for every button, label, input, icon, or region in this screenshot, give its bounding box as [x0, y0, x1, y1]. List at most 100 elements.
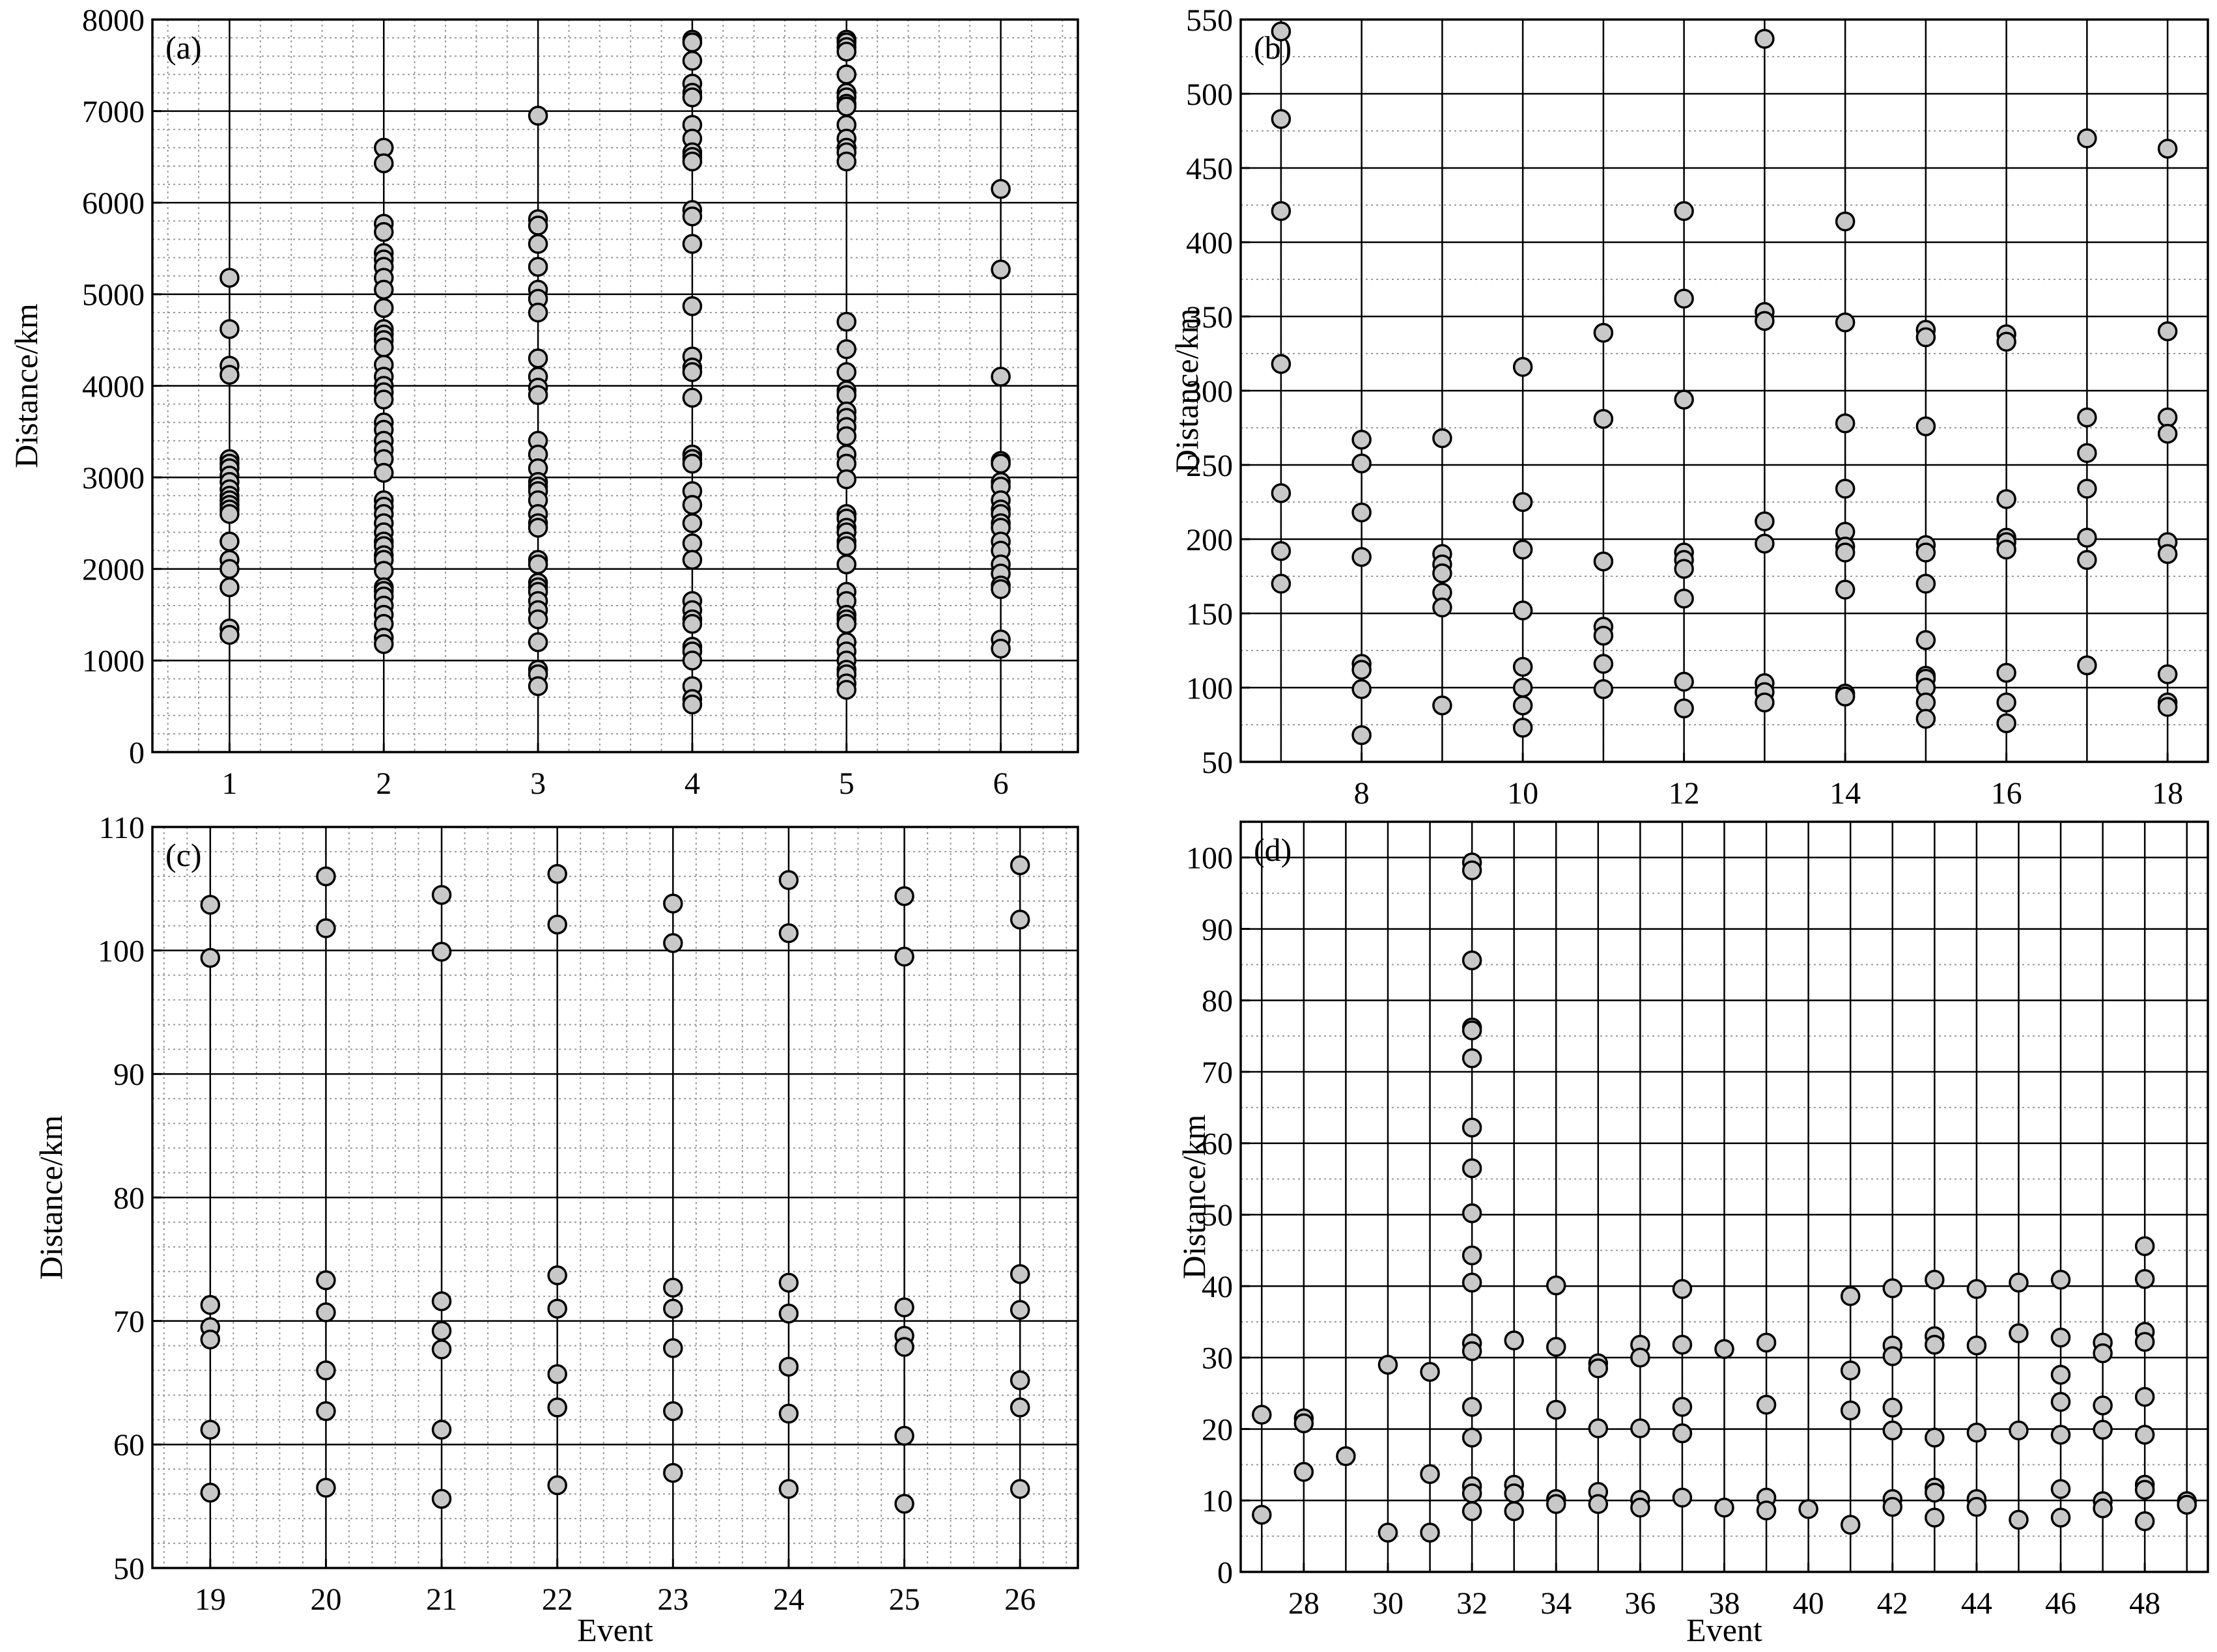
data-point — [1546, 1494, 1566, 1515]
data-point — [682, 533, 703, 553]
x-tick-label: 25 — [889, 1582, 920, 1617]
y-tick-label: 2000 — [82, 553, 145, 587]
data-point — [682, 694, 703, 715]
panel-2: 50 100 150 200 250 300 350 400 450 500 550 8 10 12 14 1… — [1168, 3, 2209, 811]
data-point — [1462, 1341, 1482, 1362]
x-tick-label: 26 — [1004, 1582, 1036, 1617]
data-point — [2134, 1332, 2155, 1352]
data-point — [1674, 559, 1694, 579]
x-axis-label: Event — [577, 1612, 653, 1648]
data-point — [2134, 1511, 2155, 1532]
ticks: 0 1000 2000 3000 4000 5000 6000 7000 8000 1 2 3 4 5 6 — [82, 3, 1009, 801]
data-point — [374, 634, 394, 654]
data-point — [1351, 725, 1372, 746]
data-point — [374, 389, 394, 410]
data-point — [1840, 1360, 1861, 1380]
data-point — [836, 339, 856, 359]
panel-3: 50 60 70 80 90 100 110 19 20 21 22 23 24 25 26 Distance… — [33, 811, 1079, 1648]
data-point — [1835, 686, 1856, 707]
data-point — [431, 1489, 452, 1509]
data-point — [1462, 1245, 1482, 1266]
data-point — [2134, 1386, 2155, 1407]
data-point — [836, 426, 856, 447]
data-point — [1755, 533, 1775, 554]
data-point — [778, 1479, 799, 1499]
data-point — [1714, 1339, 1734, 1359]
x-tick-label: 21 — [426, 1582, 457, 1617]
data-point — [547, 1397, 567, 1418]
y-tick-label: 1000 — [82, 644, 145, 679]
y-axis-label: Distance/km — [8, 303, 44, 468]
data-point — [219, 531, 240, 552]
data-point — [1420, 1522, 1440, 1543]
x-tick-label: 32 — [1456, 1586, 1488, 1621]
data-point — [1546, 1337, 1566, 1357]
data-point — [778, 1403, 799, 1424]
data-point — [663, 1401, 683, 1421]
data-point — [547, 863, 567, 884]
data-point — [682, 513, 703, 533]
data-points — [219, 29, 1011, 715]
data-point — [894, 1337, 914, 1357]
x-tick-label: 42 — [1877, 1586, 1908, 1621]
data-point — [2134, 1268, 2155, 1289]
data-point — [1756, 1500, 1777, 1520]
data-point — [1504, 1330, 1524, 1351]
y-tick-label: 450 — [1186, 152, 1233, 186]
data-point — [1996, 713, 2016, 733]
panel-label: (d) — [1254, 832, 1292, 868]
data-point — [374, 279, 394, 300]
data-point — [219, 559, 240, 579]
data-point — [1672, 1487, 1693, 1508]
data-point — [1915, 574, 1936, 594]
ticks: 50 100 150 200 250 300 350 400 450 500 550 8 10 12 14 1… — [1186, 3, 2183, 811]
data-point — [1714, 1498, 1734, 1518]
grid — [1241, 821, 2208, 1573]
data-point — [431, 1321, 452, 1341]
data-point — [1996, 539, 2016, 560]
y-tick-label: 550 — [1186, 3, 1233, 38]
data-point — [1835, 580, 1856, 600]
data-point — [1915, 542, 1936, 563]
data-point — [1882, 1278, 1903, 1298]
data-point — [1271, 574, 1292, 594]
data-point — [1512, 357, 1533, 377]
y-tick-label: 20 — [1202, 1412, 1233, 1447]
data-point — [1010, 1264, 1030, 1284]
x-tick-label: 36 — [1624, 1586, 1656, 1621]
data-point — [2134, 1236, 2155, 1256]
y-tick-label: 70 — [113, 1304, 145, 1339]
data-point — [1630, 1498, 1650, 1518]
data-point — [431, 885, 452, 905]
data-point — [836, 41, 856, 62]
y-tick-label: 100 — [98, 934, 145, 968]
data-point — [200, 1420, 221, 1440]
y-tick-label: 0 — [1217, 1556, 1233, 1590]
panel-label: (a) — [165, 29, 202, 66]
data-point — [1512, 656, 1533, 677]
data-point — [1996, 662, 2016, 683]
data-points — [200, 855, 1030, 1514]
x-tick-label: 24 — [773, 1582, 804, 1617]
data-point — [547, 914, 567, 935]
x-tick-label: 2 — [376, 766, 391, 801]
data-point — [1966, 1335, 1987, 1356]
y-axis-label: Distance/km — [1176, 1115, 1212, 1280]
data-point — [528, 234, 548, 254]
data-point — [1882, 1397, 1903, 1418]
data-point — [1462, 1397, 1482, 1417]
data-point — [1996, 331, 2016, 352]
data-point — [316, 1477, 336, 1498]
data-point — [836, 64, 856, 85]
x-tick-label: 3 — [530, 766, 546, 801]
data-point — [528, 518, 548, 538]
data-point — [219, 577, 240, 598]
data-point — [836, 680, 856, 700]
ticks: 0 10 20 30 40 50 60 70 80 90 100 28 30 32 34 36 38 40 42 44… — [1186, 841, 2160, 1621]
data-point — [1798, 1499, 1818, 1519]
data-point — [836, 96, 856, 117]
x-tick-label: 1 — [221, 766, 237, 801]
data-point — [991, 367, 1011, 387]
data-point — [1010, 1300, 1030, 1320]
